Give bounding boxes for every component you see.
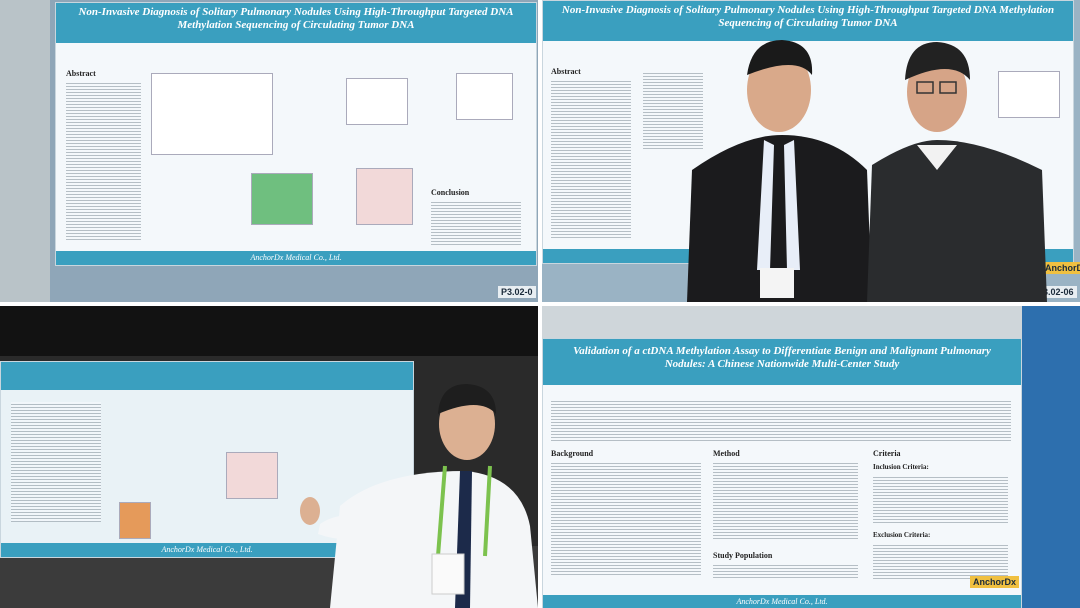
heatmap bbox=[119, 502, 151, 539]
text-block bbox=[66, 81, 141, 241]
poster: Non-Invasive Diagnosis of Solitary Pulmo… bbox=[55, 2, 537, 266]
poster-title: Non-Invasive Diagnosis of Solitary Pulmo… bbox=[56, 3, 536, 43]
figure bbox=[356, 168, 413, 225]
jacket bbox=[687, 135, 872, 302]
board-label: P3.02-0 bbox=[498, 286, 536, 298]
poster-footer: AnchorDx Medical Co., Ltd. bbox=[543, 595, 1021, 608]
arm bbox=[318, 515, 365, 540]
figure bbox=[998, 71, 1060, 118]
lanyard bbox=[757, 140, 800, 270]
section-heading: Background bbox=[551, 449, 594, 458]
badge-card bbox=[431, 553, 465, 595]
person bbox=[300, 384, 538, 608]
text-block bbox=[11, 402, 101, 522]
collar bbox=[917, 145, 957, 170]
text-block bbox=[873, 475, 1008, 525]
wall bbox=[0, 0, 50, 302]
badge: AnchorDx bbox=[1042, 262, 1080, 274]
photo-panel: Validation of a ctDNA Methylation Assay … bbox=[542, 306, 1080, 608]
lanyard bbox=[436, 465, 492, 557]
text-block bbox=[551, 461, 701, 576]
section-heading: Criteria bbox=[873, 449, 901, 458]
ceiling bbox=[0, 306, 538, 356]
section-heading: Conclusion bbox=[431, 188, 470, 197]
people bbox=[300, 384, 538, 608]
board bbox=[1022, 306, 1080, 608]
poster: AnchorDx Medical Co., Ltd. bbox=[0, 361, 414, 558]
poster-footer: AnchorDx Medical Co., Ltd. bbox=[56, 251, 536, 265]
photo-panel: AnchorDx Medical Co., Ltd. bbox=[0, 306, 538, 608]
text-block bbox=[713, 461, 858, 541]
sweater bbox=[867, 140, 1047, 302]
glasses bbox=[916, 81, 934, 94]
section-heading: Study Population bbox=[713, 551, 773, 560]
criteria-heading: Exclusion Criteria: bbox=[873, 531, 931, 539]
people bbox=[687, 40, 1047, 302]
heatmap bbox=[251, 173, 313, 225]
figure bbox=[151, 73, 273, 155]
text-block bbox=[713, 563, 858, 579]
photo-panel: Non-Invasive Diagnosis of Solitary Pulmo… bbox=[542, 0, 1080, 302]
figure bbox=[346, 78, 408, 125]
section-heading: Abstract bbox=[551, 67, 581, 76]
poster-title: Validation of a ctDNA Methylation Assay … bbox=[543, 339, 1021, 385]
author-block bbox=[551, 399, 1011, 441]
person bbox=[687, 40, 872, 302]
hair bbox=[747, 40, 813, 75]
figure bbox=[226, 452, 278, 499]
section-heading: Abstract bbox=[66, 69, 96, 78]
hair bbox=[905, 42, 970, 80]
text-block bbox=[643, 71, 703, 151]
poster: Validation of a ctDNA Methylation Assay … bbox=[542, 338, 1022, 608]
hair bbox=[438, 384, 496, 414]
text-block bbox=[431, 200, 521, 245]
criteria-heading: Inclusion Criteria: bbox=[873, 463, 929, 471]
glasses bbox=[939, 81, 957, 94]
photo-panel: Non-Invasive Diagnosis of Solitary Pulmo… bbox=[0, 0, 538, 302]
section-heading: Method bbox=[713, 449, 740, 458]
poster-title: Non-Invasive Diagnosis of Solitary Pulmo… bbox=[543, 1, 1073, 41]
poster-title-band bbox=[1, 362, 413, 390]
text-block bbox=[873, 543, 1008, 579]
thumb-up bbox=[300, 497, 320, 525]
person bbox=[867, 42, 1047, 302]
badge: AnchorDx bbox=[970, 576, 1020, 588]
badge-card bbox=[760, 268, 794, 298]
text-block bbox=[551, 79, 631, 239]
figure bbox=[456, 73, 513, 120]
poster-footer: AnchorDx Medical Co., Ltd. bbox=[1, 543, 413, 557]
